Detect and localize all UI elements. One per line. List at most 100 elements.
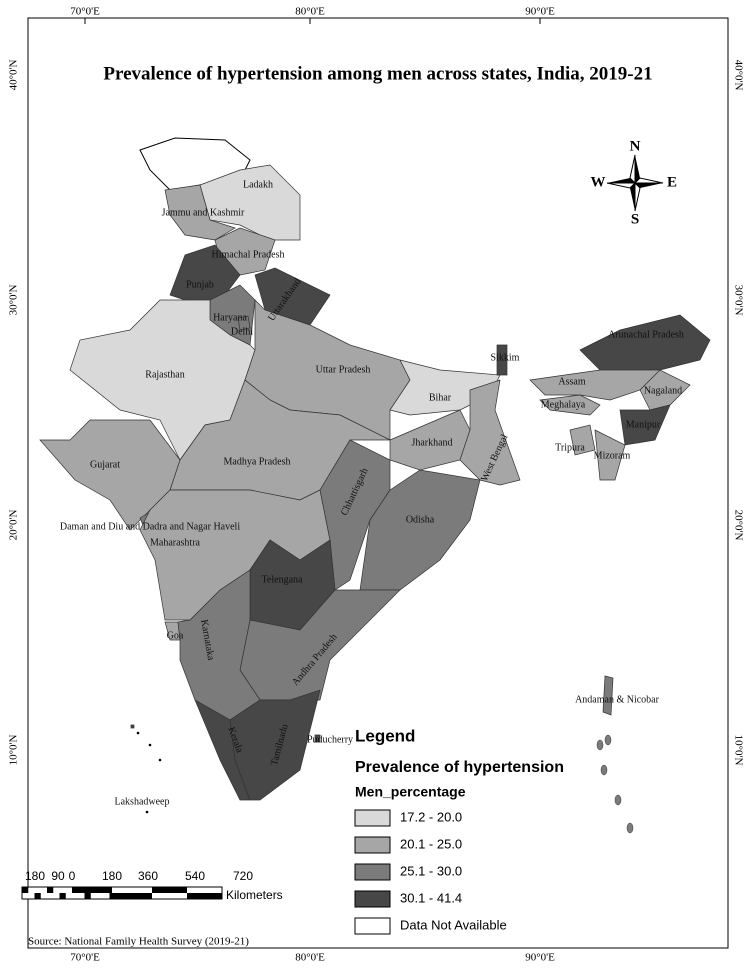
island	[136, 731, 140, 735]
state-label: Lakshadweep	[115, 796, 170, 807]
compass-s: S	[631, 211, 639, 227]
state-label: Jammu and Kashmir	[162, 207, 245, 218]
state	[619, 404, 671, 446]
scale-label: 180	[102, 869, 122, 883]
legend-field: Men_percentage	[355, 784, 466, 800]
legend-swatch	[354, 836, 391, 854]
state-label: Madhya Pradesh	[224, 456, 291, 467]
state-label: Daman and Diu and Dadra and Nagar Haveli	[60, 521, 240, 532]
legend-swatch	[354, 809, 391, 827]
state-label: Arunachal Pradesh	[608, 329, 684, 340]
state	[569, 424, 596, 456]
latitude-label: 40°0'N	[732, 60, 744, 91]
state-label: Tripura	[555, 442, 585, 453]
island	[145, 810, 149, 814]
state-label: Manipur	[626, 419, 661, 430]
state-label: Ladakh	[243, 179, 273, 190]
compass-n: N	[630, 138, 641, 154]
state-label: Rajasthan	[145, 369, 184, 380]
state-label: Goa	[167, 630, 184, 641]
legend-swatch	[354, 890, 391, 908]
legend-title: Legend	[355, 726, 415, 745]
state	[229, 689, 321, 801]
longitude-label: 90°0'E	[525, 952, 555, 964]
state	[237, 315, 251, 331]
scale-seg	[112, 893, 152, 899]
state-label: Odisha	[406, 514, 435, 525]
legend-label: 20.1 - 25.0	[400, 836, 462, 851]
state-label: Bihar	[429, 392, 452, 403]
island	[158, 758, 162, 762]
states	[39, 137, 711, 834]
scale-label: 180	[25, 869, 45, 883]
island	[614, 794, 622, 806]
legend: Legend Prevalence of hypertension Men_pe…	[354, 726, 564, 935]
compass: N S E W	[591, 138, 678, 227]
scale-seg	[22, 887, 29, 893]
longitude-label: 70°0'E	[70, 952, 100, 964]
scale-seg	[47, 887, 54, 893]
legend-label: 25.1 - 30.0	[400, 863, 462, 878]
state-label: Jharkhand	[411, 437, 452, 448]
latitude-label: 20°0'N	[732, 510, 744, 541]
scale-seg	[34, 893, 41, 899]
state	[602, 675, 614, 716]
state-label: Sikkim	[491, 352, 520, 363]
state	[177, 569, 261, 721]
state-label: Punjab	[186, 279, 214, 290]
latitude-label: 10°0'N	[8, 735, 20, 766]
longitude-label: 70°0'E	[70, 6, 100, 18]
state	[130, 724, 135, 729]
legend-swatch	[354, 863, 391, 881]
state-label: Nagaland	[644, 385, 682, 396]
state-label: Gujarat	[90, 459, 120, 470]
scale-label: 540	[185, 869, 205, 883]
latitude-label: 30°0'N	[732, 285, 744, 316]
compass-e: E	[667, 174, 677, 190]
state	[254, 267, 331, 326]
scale-seg	[187, 893, 222, 899]
island	[604, 734, 612, 746]
scale-label: 720	[233, 869, 253, 883]
state	[529, 369, 661, 401]
state-label: Meghalaya	[541, 399, 586, 410]
state-label: Maharashtra	[150, 537, 201, 548]
scale-seg	[84, 893, 91, 899]
state-label: Telengana	[262, 574, 304, 585]
state	[496, 344, 508, 376]
scale-bar: Kilometers 180 90 0 180 360 540 720	[21, 869, 283, 902]
scale-label: 90	[51, 869, 65, 883]
latitude-label: 10°0'N	[732, 735, 744, 766]
source: Source: National Family Health Survey (2…	[28, 936, 249, 948]
legend-label: 17.2 - 20.0	[400, 809, 462, 824]
scale-unit: Kilometers	[226, 888, 283, 902]
state-label: Assam	[558, 376, 585, 387]
scale-seg	[59, 893, 66, 899]
latitude-label: 40°0'N	[8, 60, 20, 91]
state	[359, 469, 481, 591]
state-label: Haryana	[213, 312, 247, 323]
state	[459, 379, 521, 486]
island	[600, 764, 608, 776]
latitude-label: 20°0'N	[8, 510, 20, 541]
state	[314, 734, 321, 743]
legend-subtitle: Prevalence of hypertension	[355, 759, 564, 776]
state-label: Andaman & Nicobar	[575, 694, 660, 705]
latitude-label: 30°0'N	[8, 285, 20, 316]
island	[596, 739, 604, 751]
state	[199, 164, 301, 241]
state	[639, 369, 691, 411]
state-label: Himachal Pradesh	[211, 249, 284, 260]
legend-label: 30.1 - 41.4	[400, 890, 462, 905]
state	[164, 184, 236, 241]
legend-swatch	[354, 917, 391, 935]
compass-w: W	[591, 174, 606, 190]
island	[148, 743, 152, 747]
state-label: Puducherry	[307, 734, 353, 745]
scale-label: 0	[69, 869, 76, 883]
longitude-label: 80°0'E	[295, 952, 325, 964]
state	[539, 394, 601, 416]
state	[594, 429, 626, 481]
state-label: Uttar Pradesh	[316, 364, 371, 375]
